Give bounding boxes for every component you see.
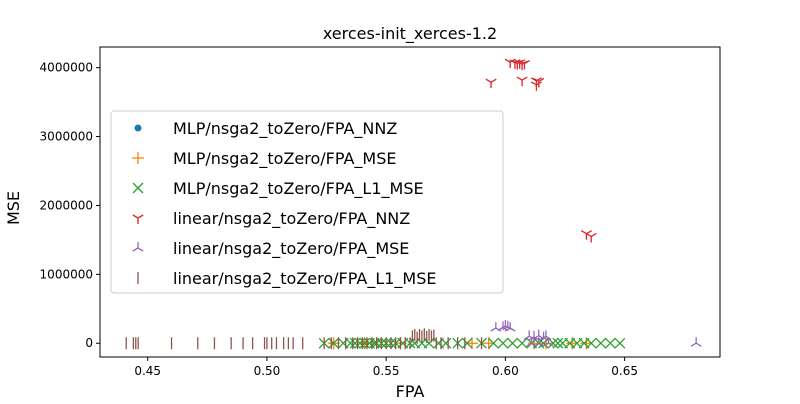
data-point xyxy=(516,337,528,349)
data-point xyxy=(485,78,497,89)
data-point xyxy=(488,337,499,349)
legend-item: MLP/nsga2_toZero/FPA_NNZ xyxy=(134,119,397,139)
legend-marker xyxy=(132,214,144,224)
data-point xyxy=(604,337,616,349)
legend: MLP/nsga2_toZero/FPA_NNZ MLP/nsga2_toZero… xyxy=(110,110,504,294)
data-point xyxy=(547,337,559,349)
data-point xyxy=(461,337,473,349)
data-point xyxy=(552,337,564,349)
x-tick-label: 0.50 xyxy=(254,364,281,378)
legend-marker xyxy=(132,152,144,164)
legend-label: MLP/nsga2_toZero/FPA_NNZ xyxy=(173,119,397,139)
series-6-points xyxy=(125,328,483,350)
data-point xyxy=(533,77,545,88)
data-point xyxy=(585,337,597,349)
x-tick-label: 0.65 xyxy=(611,364,638,378)
data-point xyxy=(344,337,356,349)
legend-box xyxy=(110,110,504,294)
data-point xyxy=(580,230,592,240)
x-tick-label: 0.45 xyxy=(134,364,161,378)
data-point xyxy=(518,59,530,70)
data-point xyxy=(526,337,538,347)
data-point xyxy=(440,337,452,349)
x-axis-label: FPA xyxy=(396,382,425,400)
data-point xyxy=(614,337,626,349)
series-3-points xyxy=(318,337,626,349)
data-point xyxy=(690,337,702,347)
data-point xyxy=(359,337,371,349)
x-tick-label: 0.55 xyxy=(373,364,400,378)
legend-label: linear/nsga2_toZero/FPA_NNZ xyxy=(173,209,410,229)
data-point xyxy=(595,337,607,349)
data-point xyxy=(354,337,366,349)
legend-marker xyxy=(134,124,142,132)
data-point xyxy=(509,59,521,69)
series-5-points xyxy=(490,320,702,347)
legend-marker xyxy=(132,242,144,252)
legend-label: MLP/nsga2_toZero/FPA_MSE xyxy=(173,149,397,169)
axis-ticks: 0.45 0.50 0.55 0.60 0.65 0 1000000 2000000 30000… xyxy=(40,61,638,378)
data-point xyxy=(504,322,516,332)
series-4-points xyxy=(485,58,597,243)
legend-item: linear/nsga2_toZero/FPA_MSE xyxy=(132,239,409,259)
y-tick-label: 3000000 xyxy=(40,130,93,144)
data-point xyxy=(542,337,554,347)
y-tick-label: 4000000 xyxy=(40,61,93,75)
legend-item: linear/nsga2_toZero/FPA_NNZ xyxy=(132,209,410,229)
legend-label: linear/nsga2_toZero/FPA_MSE xyxy=(173,239,409,259)
y-tick-label: 0 xyxy=(85,336,93,350)
legend-marker xyxy=(132,182,144,194)
y-axis-label: MSE xyxy=(4,191,23,225)
legend-item: MLP/nsga2_toZero/FPA_MSE xyxy=(132,149,397,169)
legend-item: linear/nsga2_toZero/FPA_L1_MSE xyxy=(137,269,436,289)
data-point xyxy=(516,76,528,87)
data-point xyxy=(507,337,518,349)
legend-label: MLP/nsga2_toZero/FPA_L1_MSE xyxy=(173,179,424,199)
chart-title: xerces-init_xerces-1.2 xyxy=(323,24,497,44)
data-point xyxy=(328,337,340,349)
legend-item: MLP/nsga2_toZero/FPA_L1_MSE xyxy=(132,179,424,199)
x-tick-label: 0.60 xyxy=(492,364,519,378)
y-tick-label: 2000000 xyxy=(40,198,93,212)
data-marks xyxy=(125,58,702,350)
y-tick-label: 1000000 xyxy=(40,267,93,281)
legend-label: linear/nsga2_toZero/FPA_L1_MSE xyxy=(173,269,436,289)
plot-frame xyxy=(99,46,721,358)
data-point xyxy=(585,232,597,243)
data-point xyxy=(423,337,435,349)
data-point xyxy=(349,337,361,349)
data-point xyxy=(497,337,509,349)
